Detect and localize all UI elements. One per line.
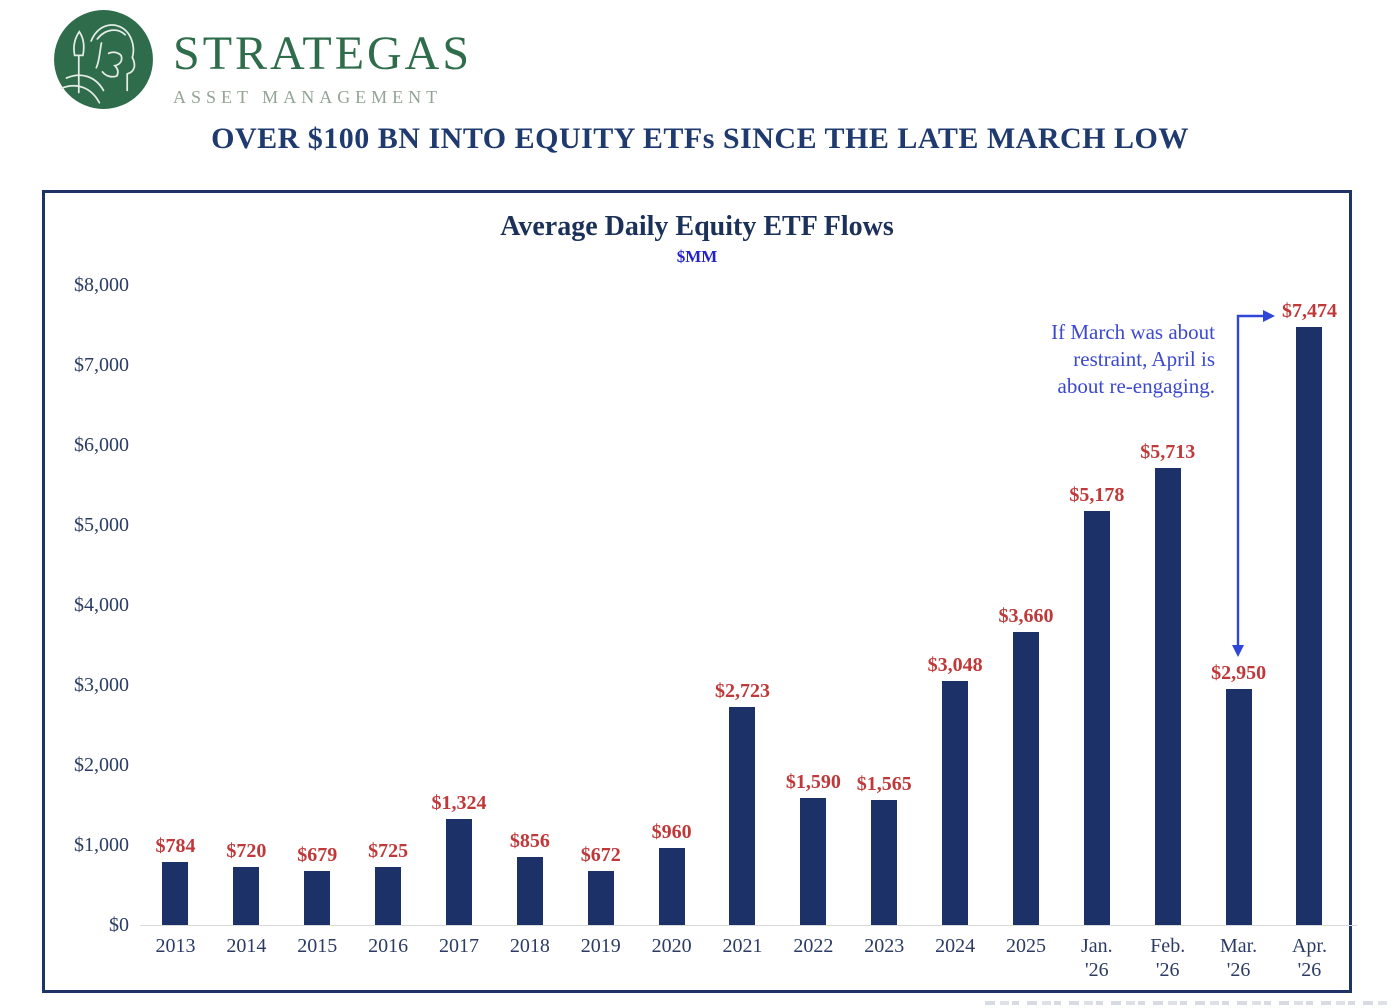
bar-slot: $2,950: [1203, 662, 1274, 925]
bar-value-label: $5,178: [1069, 483, 1125, 506]
bar: [942, 681, 969, 925]
bar-value-label: $1,565: [856, 772, 912, 795]
bar-value-label: $725: [368, 840, 409, 862]
bar: [871, 799, 898, 925]
bar-slot: $7,474: [1274, 300, 1345, 925]
bar: [516, 856, 543, 925]
bar-value-label: $960: [651, 821, 692, 844]
bar-value-label: $1,324: [431, 792, 487, 815]
bar-slot: $1,590: [778, 771, 849, 925]
x-tick-label: 2018: [509, 935, 550, 957]
x-tick-label: 2019: [580, 935, 621, 957]
bar-slot: $725: [353, 840, 424, 925]
bar-slot: $5,178: [1061, 484, 1132, 925]
bar-slot: $960: [636, 821, 707, 925]
bar-slot: $856: [494, 830, 565, 925]
x-tick-label: 2024: [935, 935, 976, 957]
x-tick-label: Apr. '26: [1291, 935, 1327, 981]
y-tick-label: $7,000: [74, 354, 129, 376]
annotation-text: If March was about restraint, April is abo…: [970, 319, 1215, 400]
y-axis: $8,000 $7,000 $6,000 $5,000 $4,000 $3,000 $2,0…: [45, 193, 1349, 990]
bar: [1083, 510, 1110, 925]
annotation-line: If March was about: [1051, 320, 1215, 344]
bar: [375, 867, 402, 925]
bar-slot: $784: [140, 835, 211, 925]
y-tick-label: $2,000: [74, 754, 129, 776]
bar: [1012, 632, 1039, 925]
bar-slot: $1,565: [849, 773, 920, 925]
x-tick-label: 2016: [368, 935, 409, 957]
bar-value-label: $679: [297, 843, 338, 866]
bar-value-label: $5,713: [1140, 440, 1196, 463]
bar-value-label: $672: [580, 844, 621, 867]
annotation-line: restraint, April is: [1073, 347, 1215, 371]
bar: [162, 862, 189, 925]
y-tick-label: $4,000: [74, 594, 129, 616]
x-tick-label: 2022: [793, 935, 834, 957]
x-tick-label: Jan. '26: [1080, 935, 1113, 981]
bar: [233, 867, 260, 925]
bar-value-label: $7,474: [1281, 300, 1337, 323]
x-axis-labels: 2013 2014 2015 2016 2017 2018 2019 2020 2021 2022…: [140, 934, 1345, 982]
x-tick-label: 2013: [155, 935, 196, 957]
bar-slot: $1,324: [424, 792, 495, 925]
brand-subtitle: ASSET MANAGEMENT: [173, 87, 443, 107]
warrior-logo-icon: [54, 10, 153, 109]
chart-container: Average Daily Equity ETF Flows $MM $8,00…: [42, 190, 1357, 993]
clipped-text-marks: [985, 1001, 1390, 1005]
x-tick-label: 2023: [864, 935, 905, 957]
bar: [304, 870, 331, 925]
y-tick-label: $1,000: [74, 834, 129, 856]
x-axis-line: [140, 925, 1357, 926]
bar: [800, 797, 827, 925]
bar-slot: $3,660: [991, 605, 1062, 925]
x-tick-label: 2017: [438, 935, 479, 957]
bar: [1225, 689, 1252, 925]
x-tick-label: 2020: [651, 935, 692, 957]
x-tick-label: 2015: [297, 935, 338, 957]
y-tick-label: $6,000: [74, 434, 129, 456]
strategas-logo: [52, 8, 155, 111]
bar: [658, 848, 685, 925]
y-tick-label: $8,000: [74, 274, 129, 296]
bar: [587, 871, 614, 925]
chart-title: Average Daily Equity ETF Flows: [500, 211, 894, 242]
y-tick-label: $0: [109, 914, 129, 936]
y-tick-label: $5,000: [74, 514, 129, 536]
brand-name: STRATEGAS: [173, 27, 473, 80]
bar-value-label: $2,723: [714, 680, 770, 703]
clipped-source-text: [985, 1000, 1390, 1008]
bar: [1154, 467, 1181, 925]
bar: [445, 819, 472, 925]
bar-value-label: $3,048: [927, 654, 983, 677]
bar: [1296, 327, 1323, 925]
brand-text: STRATEGAS ASSET MANAGEMENT: [173, 30, 472, 108]
bar-value-label: $2,950: [1211, 662, 1267, 684]
annotation-line: about re-engaging.: [1057, 374, 1215, 398]
x-tick-label: 2025: [1005, 935, 1046, 957]
bar-slot: $5,713: [1132, 441, 1203, 925]
bar-slot: $720: [211, 840, 282, 925]
y-tick-label: $3,000: [74, 674, 129, 696]
bar-value-label: $784: [155, 835, 196, 858]
bar-slot: $3,048: [920, 654, 991, 925]
bar-slot: $679: [282, 844, 353, 925]
x-tick-label: 2014: [226, 935, 267, 957]
bar-value-label: $1,590: [785, 770, 841, 793]
bar-value-label: $856: [509, 829, 550, 852]
x-tick-label: Feb. '26: [1150, 935, 1186, 981]
x-tick-label: Mar. '26: [1219, 935, 1258, 981]
chart-units-label: $MM: [676, 247, 718, 266]
bar-value-label: $720: [226, 840, 267, 863]
plot-area: $784 $720 $679 $725 $1,324 $856 $672 $960 $2,723…: [140, 285, 1357, 981]
bar-slot: $2,723: [707, 680, 778, 925]
bar-value-label: $3,660: [998, 605, 1054, 628]
headline: OVER $100 BN INTO EQUITY ETFs SINCE THE …: [211, 122, 1189, 155]
x-tick-label: 2021: [722, 935, 763, 957]
bars: $784 $720 $679 $725 $1,324 $856 $672 $960 $2,723…: [140, 285, 1345, 925]
bar-slot: $672: [565, 844, 636, 925]
bar: [729, 707, 756, 925]
